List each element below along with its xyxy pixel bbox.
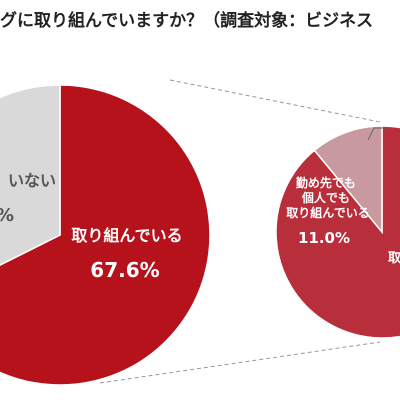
slice-label-main-red: 取り組んでいる: [71, 226, 182, 245]
pie-slice-main-gray: [0, 84, 61, 266]
slice-label-main-gray: いない: [8, 171, 56, 190]
sub-pie: [275, 125, 400, 339]
callout-tick: [367, 127, 388, 141]
connector-line-top: [169, 79, 381, 123]
pie-slice-sub-dark: [275, 125, 400, 339]
pie-slice-sub-light: [313, 125, 383, 235]
slice-value-main-red: 67.6%: [90, 258, 159, 282]
slice-value-sub-light: 11.0%: [298, 229, 350, 247]
connector-line-bottom: [99, 341, 381, 384]
main-pie: [0, 84, 211, 386]
slice-value-main-gray: %: [0, 205, 14, 226]
slice-label-sub-light: 勤め先でも 個人でも 取り組んでいる: [286, 175, 369, 220]
pie-slice-main-red: [0, 84, 211, 386]
slice-label-sub-dark: 取: [388, 251, 400, 266]
chart-title: グに取り組んでいますか？（調査対象：ビジネス: [0, 10, 373, 31]
